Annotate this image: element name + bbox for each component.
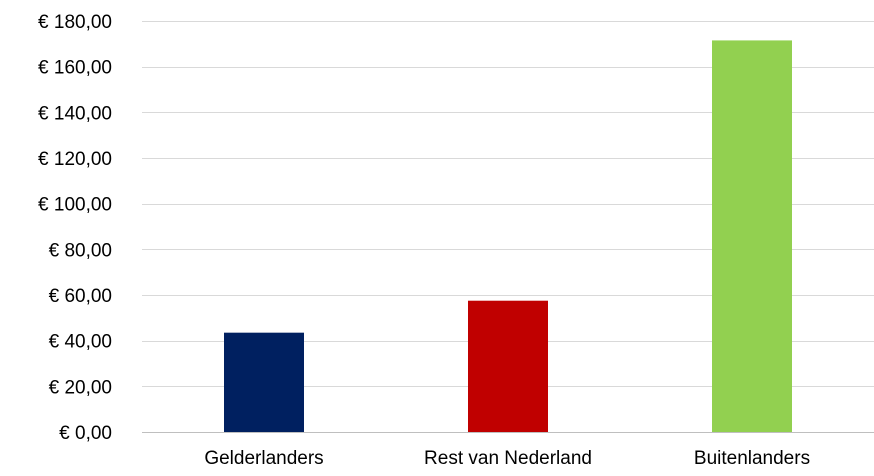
y-tick-label: € 160,00 [38, 58, 112, 79]
x-tick-label: Gelderlanders [204, 448, 323, 469]
y-tick-label: € 120,00 [38, 149, 112, 170]
bars [224, 40, 792, 433]
x-axis-tick-labels: Gelderlanders Rest van Nederland Buitenlan… [204, 448, 810, 469]
bar-buitenlanders [712, 40, 792, 433]
bar-rest-van-nederland [468, 300, 548, 432]
y-tick-label: € 40,00 [49, 332, 112, 353]
y-tick-label: € 180,00 [38, 12, 112, 33]
x-tick-label: Rest van Nederland [424, 448, 592, 469]
y-tick-label: € 80,00 [49, 240, 112, 261]
y-tick-label: € 0,00 [59, 423, 112, 444]
x-tick-label: Buitenlanders [694, 448, 810, 469]
y-tick-label: € 100,00 [38, 195, 112, 216]
y-tick-label: € 140,00 [38, 103, 112, 124]
bar-gelderlanders [224, 332, 304, 432]
y-tick-label: € 60,00 [49, 286, 112, 307]
y-axis-tick-labels: € 0,00 € 20,00 € 40,00 € 60,00 € 80,00 € 100,… [38, 12, 112, 444]
y-tick-label: € 20,00 [49, 377, 112, 398]
